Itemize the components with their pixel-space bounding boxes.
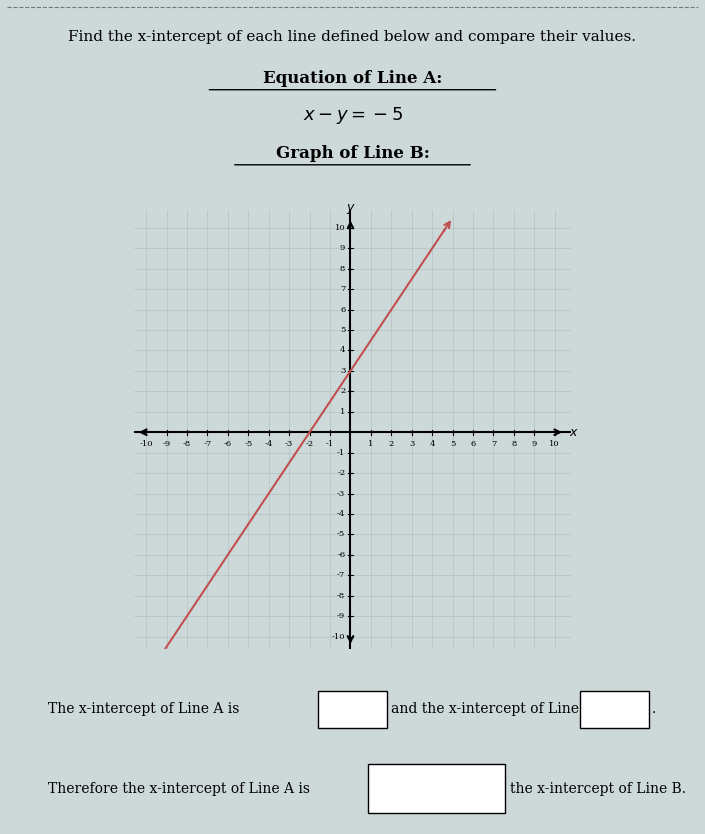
Text: -10: -10 (332, 632, 345, 641)
Text: -5: -5 (244, 440, 252, 449)
Text: 7: 7 (491, 440, 496, 449)
Text: 5: 5 (340, 326, 345, 334)
Text: 8: 8 (340, 264, 345, 273)
Text: Equation of Line A:: Equation of Line A: (263, 70, 442, 87)
Text: x: x (569, 425, 577, 439)
Text: 9: 9 (340, 244, 345, 253)
Text: The x-intercept of Line A is: The x-intercept of Line A is (48, 702, 239, 716)
Text: -7: -7 (203, 440, 212, 449)
Text: 6: 6 (340, 305, 345, 314)
Text: 6: 6 (470, 440, 476, 449)
Text: -8: -8 (337, 591, 345, 600)
Text: 5: 5 (450, 440, 455, 449)
Text: Therefore the x-intercept of Line A is: Therefore the x-intercept of Line A is (48, 781, 310, 796)
Text: -2: -2 (305, 440, 314, 449)
Text: 4: 4 (340, 346, 345, 354)
Text: the x-intercept of Line B.: the x-intercept of Line B. (510, 781, 686, 796)
Text: -3: -3 (285, 440, 293, 449)
Text: -5: -5 (337, 530, 345, 539)
Text: 10: 10 (335, 224, 345, 232)
Text: Find the x-intercept of each line defined below and compare their values.: Find the x-intercept of each line define… (68, 30, 637, 44)
Text: -4: -4 (337, 510, 345, 518)
Text: 3: 3 (409, 440, 415, 449)
Text: 1: 1 (368, 440, 374, 449)
Text: -8: -8 (183, 440, 191, 449)
Text: Graph of Line B:: Graph of Line B: (276, 145, 429, 162)
Text: -3: -3 (337, 490, 345, 498)
Text: -6: -6 (223, 440, 232, 449)
FancyBboxPatch shape (369, 764, 505, 813)
Text: $x - y = -5$: $x - y = -5$ (302, 105, 403, 126)
Text: -1: -1 (326, 440, 334, 449)
Text: 3: 3 (340, 367, 345, 375)
FancyBboxPatch shape (580, 691, 649, 728)
Text: 1: 1 (340, 408, 345, 416)
Text: ∨: ∨ (493, 782, 502, 795)
Text: -6: -6 (337, 550, 345, 559)
Text: 2: 2 (388, 440, 394, 449)
Text: 2: 2 (340, 387, 345, 395)
Text: -2: -2 (337, 469, 345, 477)
Text: -10: -10 (140, 440, 153, 449)
Text: 9: 9 (532, 440, 537, 449)
Text: y: y (347, 201, 354, 214)
FancyBboxPatch shape (318, 691, 388, 728)
Text: 10: 10 (549, 440, 560, 449)
Text: -9: -9 (337, 612, 345, 620)
Text: 4: 4 (429, 440, 435, 449)
Text: 8: 8 (511, 440, 517, 449)
Text: -9: -9 (162, 440, 171, 449)
Text: 7: 7 (340, 285, 345, 294)
Text: and the x-intercept of Line B is: and the x-intercept of Line B is (391, 702, 609, 716)
Text: -4: -4 (264, 440, 273, 449)
Text: -7: -7 (337, 571, 345, 580)
Text: .: . (652, 702, 656, 716)
Text: -1: -1 (337, 449, 345, 457)
